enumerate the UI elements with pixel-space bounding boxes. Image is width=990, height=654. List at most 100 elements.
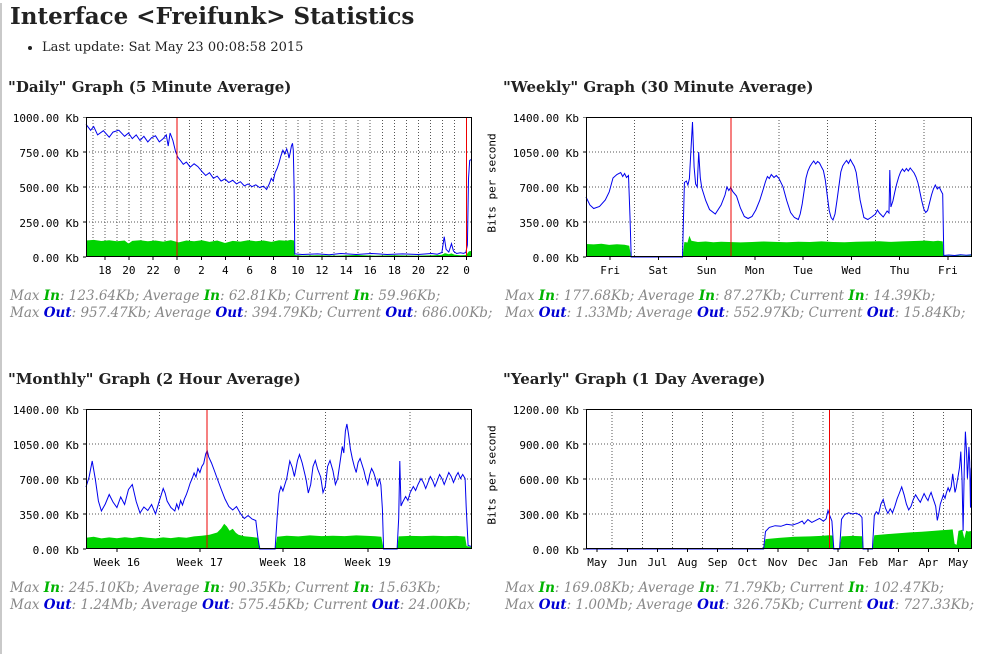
monthly-stats: Max In: 245.10Kb; Average In: 90.35Kb; C… (10, 580, 497, 614)
y-tick-label: 700.00 Kb (19, 474, 79, 487)
out-traffic-line (586, 431, 972, 550)
stats-label: : (219, 288, 229, 304)
stats-value: 123.64Kb; (68, 288, 144, 304)
stats-value: 552.97Kb; (733, 305, 809, 321)
stats-label: Current (313, 597, 372, 613)
x-tick-label: 20 (411, 264, 425, 277)
x-tick-label: 16 (363, 264, 377, 277)
daily-graph-title: "Daily" Graph (5 Minute Average) (8, 78, 292, 96)
stats-out-word: Out (866, 597, 895, 613)
monthly-y-axis-labels: 1400.00 Kb 1050.00 Kb 700.00 Kb 350.00 Kb 0.… (2, 404, 82, 557)
stats-label: : (369, 580, 379, 596)
stats-label: : (71, 597, 81, 613)
weekly-stats-out: Max Out: 1.33Mb; Average Out: 552.97Kb; … (505, 305, 988, 322)
stats-out-word: Out (385, 305, 414, 321)
stats-in-word: In (538, 580, 555, 596)
out-traffic-line (85, 423, 472, 550)
yearly-stats-in: Max In: 169.08Kb; Average In: 71.79Kb; C… (505, 580, 988, 597)
y-tick-label: 0.00 Kb (32, 544, 79, 557)
stats-value: 1.24Mb; (80, 597, 142, 613)
stats-label: : (399, 597, 409, 613)
y-tick-label: 600.00 Kb (519, 474, 579, 487)
stats-value: 102.47Kb; (873, 580, 944, 596)
x-tick-label: 4 (222, 264, 229, 277)
weekly-chart-area: 1400.00 Kb 1050.00 Kb 700.00 Kb 350.00 Kb 0.… (497, 112, 988, 278)
x-tick-label: 18 (98, 264, 112, 277)
stats-out-word: Out (215, 305, 244, 321)
y-tick-label: 700.00 Kb (519, 182, 579, 195)
y-tick-label: 350.00 Kb (519, 217, 579, 230)
stats-value: 957.47Kb; (80, 305, 156, 321)
stats-in-word: In (848, 288, 865, 304)
plot-border (586, 117, 972, 257)
stats-value: 1.33Mb; (575, 305, 637, 321)
stats-out-word: Out (43, 305, 72, 321)
x-tick-label: Aug (677, 556, 698, 569)
stats-label: Average (143, 580, 204, 596)
x-tick-label: Mar (888, 556, 909, 569)
update-list: Last update: Sat May 23 00:08:58 2015 (16, 40, 990, 56)
x-tick-label: Wed (841, 264, 862, 277)
daily-stats-out: Max Out: 957.47Kb; Average Out: 394.79Kb… (10, 305, 497, 322)
mrtg-statistics-page: { "page": { "title": "Interface <Freifun… (0, 3, 990, 654)
y-tick-label: 1200.00 Kb (512, 404, 579, 417)
x-tick-label: Oct (737, 556, 758, 569)
stats-value: 169.08Kb; (563, 580, 639, 596)
stats-out-word: Out (538, 305, 567, 321)
stats-label: Max (10, 305, 44, 321)
stats-label: : (864, 580, 874, 596)
x-tick-label: 14 (339, 264, 353, 277)
stats-label: : (554, 580, 564, 596)
y-tick-label: 0.00 Kb (532, 252, 579, 265)
stats-out-word: Out (866, 305, 895, 321)
yearly-stats: Max In: 169.08Kb; Average In: 71.79Kb; C… (505, 580, 988, 614)
x-tick-label: Jul (647, 556, 668, 569)
daily-graph-section: "Daily" Graph (5 Minute Average) 1000.00… (2, 70, 497, 322)
x-tick-label: Jan (828, 556, 848, 569)
daily-stats-in: Max In: 123.64Kb; Average In: 62.81Kb; C… (10, 288, 497, 305)
x-tick-label: May (948, 556, 969, 569)
stats-in-word: In (538, 288, 555, 304)
y-tick-label: 0.00 Kb (32, 252, 79, 265)
monthly-x-axis-labels: Week 16 Week 17 Week 18 Week 19 (82, 555, 472, 570)
stats-label: : (714, 580, 724, 596)
y-tick-label: 1050.00 Kb (12, 439, 79, 452)
yearly-chart-area: 1200.00 Kb 900.00 Kb 600.00 Kb 300.00 Kb 0.0… (497, 404, 988, 570)
stats-label: : (554, 288, 564, 304)
weekly-y-axis-labels: 1400.00 Kb 1050.00 Kb 700.00 Kb 350.00 Kb 0.… (497, 112, 582, 265)
x-tick-label: May (587, 556, 608, 569)
x-tick-label: Apr (918, 556, 939, 569)
stats-label: : (229, 597, 239, 613)
stats-in-word: In (698, 288, 715, 304)
stats-value: 177.68Kb; (563, 288, 639, 304)
stats-label: Max (10, 597, 44, 613)
stats-value: 71.79Kb; (723, 580, 791, 596)
x-tick-label: Jun (617, 556, 638, 569)
y-tick-label: 1400.00 Kb (12, 404, 79, 417)
stats-value: 24.00Kb; (408, 597, 471, 613)
y-tick-label: 750.00 Kb (19, 147, 79, 160)
stats-label: Average (636, 305, 698, 321)
weekly-plot: Fri Sat Sun Mon Tue Wed Thu Fri (582, 117, 972, 278)
stats-value: 1.00Mb; (575, 597, 637, 613)
plot-border (86, 409, 472, 549)
stats-in-word: In (43, 580, 60, 596)
y-tick-label: 0.00 Kb (532, 544, 579, 557)
stats-label: Average (141, 597, 203, 613)
y-tick-label: 300.00 Kb (519, 509, 579, 522)
stats-in-word: In (848, 580, 865, 596)
x-tick-label: 8 (270, 264, 277, 277)
stats-value: 686.00Kb; (421, 305, 493, 321)
stats-label: Current (808, 305, 867, 321)
stats-label: Average (636, 597, 698, 613)
stats-label: Current (295, 580, 354, 596)
monthly-stats-out: Max Out: 1.24Mb; Average Out: 575.45Kb; … (10, 597, 497, 614)
stats-in-word: In (353, 580, 370, 596)
out-traffic-line (85, 123, 472, 256)
stats-in-word: In (203, 580, 220, 596)
stats-value: 727.33Kb; (903, 597, 975, 613)
stats-label: : (59, 288, 69, 304)
page-title: Interface <Freifunk> Statistics (10, 3, 415, 30)
plot-border (586, 409, 972, 549)
stats-label: Current (790, 580, 849, 596)
